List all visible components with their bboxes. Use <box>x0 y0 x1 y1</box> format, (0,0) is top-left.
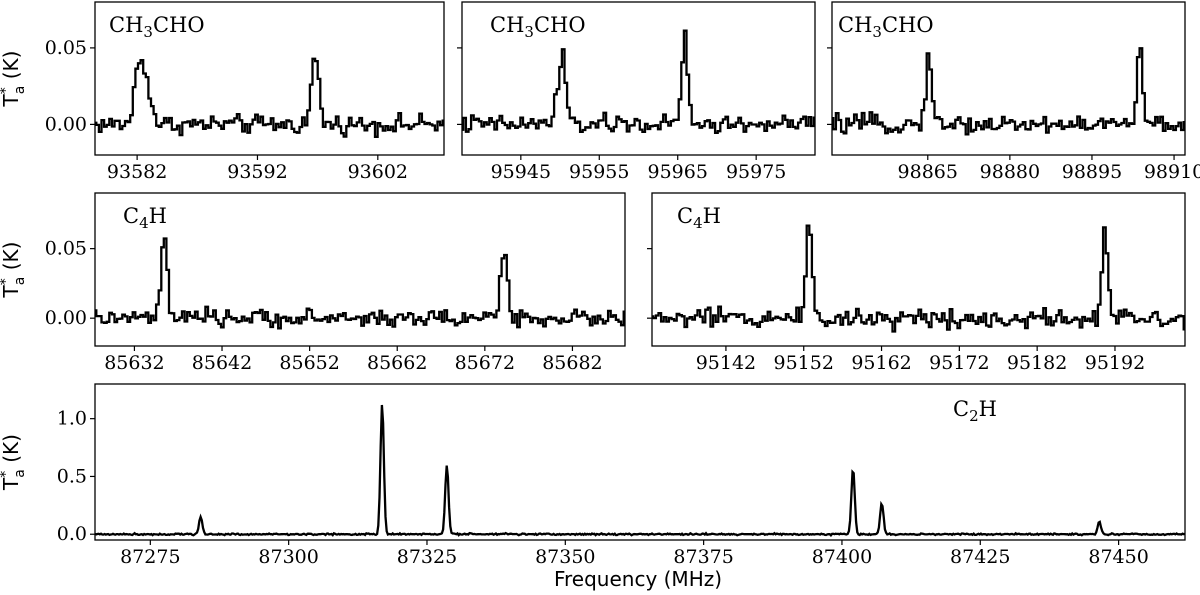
y-tick-label: 0.00 <box>45 307 87 329</box>
molecule-label: C4H <box>123 204 167 232</box>
x-tick-label: 93592 <box>227 161 287 183</box>
y-tick-label: 0.5 <box>57 465 87 487</box>
y-axis-label: T*a (K) <box>0 242 28 299</box>
spectrum-line <box>95 404 1185 537</box>
x-tick-label: 95965 <box>647 161 707 183</box>
x-tick-label: 95975 <box>726 161 786 183</box>
x-tick-label: 95182 <box>1007 352 1067 374</box>
y-tick-label: 1.0 <box>57 408 87 430</box>
x-tick-label: 87450 <box>1088 546 1148 568</box>
molecule-label: CH3CHO <box>490 13 586 41</box>
x-tick-label: 85652 <box>279 352 339 374</box>
y-tick-label: 0.0 <box>57 523 87 545</box>
panel-frame <box>94 383 1186 541</box>
x-tick-label: 87375 <box>673 546 733 568</box>
x-tick-label: 95172 <box>929 352 989 374</box>
x-tick-label: 98865 <box>898 161 958 183</box>
x-tick-label: 95945 <box>491 161 551 183</box>
x-tick-label: 87275 <box>120 546 180 568</box>
y-tick-label: 0.00 <box>45 113 87 135</box>
y-tick-label: 0.05 <box>45 37 87 59</box>
panel-frame <box>651 192 1186 347</box>
x-tick-label: 98910 <box>1144 161 1200 183</box>
y-tick-label: 0.05 <box>45 238 87 260</box>
spectrum-line <box>652 224 1185 333</box>
x-tick-label: 87400 <box>812 546 872 568</box>
x-tick-label: 85642 <box>192 352 252 374</box>
panel-frame <box>831 1 1186 156</box>
x-tick-label: 95162 <box>851 352 911 374</box>
spectrum-line <box>832 47 1185 136</box>
spectrum-line <box>95 57 444 138</box>
spectrum-panel: 93582 93592 93602 0.00 0.05 T*a (K) CH3CHO <box>0 1 445 183</box>
x-tick-label: 95192 <box>1085 352 1145 374</box>
spectrum-panel: 95945 95955 95965 95975 CH3CHO <box>457 1 816 183</box>
x-tick-label: 85672 <box>455 352 515 374</box>
molecule-label: C2H <box>953 397 997 425</box>
x-tick-label: 95152 <box>774 352 834 374</box>
panel-frame <box>94 1 445 156</box>
x-tick-label: 85682 <box>542 352 602 374</box>
x-tick-label: 93602 <box>348 161 408 183</box>
x-tick-label: 95955 <box>569 161 629 183</box>
molecule-label: CH3CHO <box>109 13 205 41</box>
y-axis-label: T*a (K) <box>0 51 28 108</box>
x-tick-label: 95142 <box>696 352 756 374</box>
x-tick-label: 98880 <box>980 161 1040 183</box>
molecule-label: CH3CHO <box>838 13 934 41</box>
x-tick-label: 98895 <box>1062 161 1122 183</box>
x-tick-label: 85632 <box>104 352 164 374</box>
x-tick-label: 87300 <box>258 546 318 568</box>
x-tick-label: 87350 <box>535 546 595 568</box>
frequency-axis-label: Frequency (MHz) <box>554 567 722 591</box>
panel-frame <box>461 1 816 156</box>
spectrum-line <box>95 237 625 330</box>
y-axis-label: T*a (K) <box>0 434 28 491</box>
x-tick-label: 87425 <box>950 546 1010 568</box>
x-tick-label: 93582 <box>107 161 167 183</box>
spectrum-panel: 87275 87300 87325 87350 87375 87400 87425 87450… <box>0 383 1186 568</box>
x-tick-label: 85662 <box>367 352 427 374</box>
spectrum-panel: 95142 95152 95162 95172 95182 95192 C4H <box>647 192 1186 374</box>
molecule-label: C4H <box>677 204 721 232</box>
spectrum-line <box>462 29 815 134</box>
spectrum-panel: 98865 98880 98895 98910 CH3CHO <box>827 1 1200 183</box>
panel-frame <box>94 192 626 347</box>
x-tick-label: 87325 <box>397 546 457 568</box>
spectrum-panel: 85632 85642 85652 85662 85672 85682 0.00 0.05 T*… <box>0 192 626 374</box>
